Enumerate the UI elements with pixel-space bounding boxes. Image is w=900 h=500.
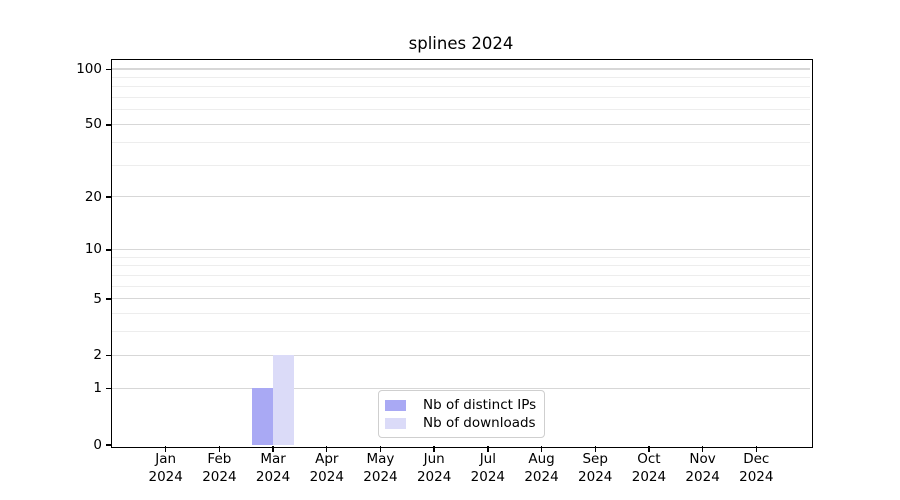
x-tick-label: Jan 2024 bbox=[148, 451, 183, 485]
x-tick-label: May 2024 bbox=[363, 451, 398, 485]
x-tick-label: Feb 2024 bbox=[202, 451, 237, 485]
x-tick-label: Jun 2024 bbox=[416, 451, 452, 485]
x-tick-label: Apr 2024 bbox=[309, 451, 344, 485]
y-major-gridline bbox=[111, 354, 810, 356]
y-tick bbox=[105, 298, 112, 300]
y-major-gridline bbox=[111, 298, 810, 300]
y-tick bbox=[105, 444, 112, 446]
x-tick bbox=[272, 446, 274, 453]
plot-inner bbox=[111, 60, 810, 445]
y-tick-label: 0 bbox=[93, 436, 102, 453]
y-minor-gridline bbox=[111, 331, 810, 333]
y-tick bbox=[105, 249, 112, 251]
y-minor-gridline bbox=[111, 141, 810, 143]
y-major-gridline bbox=[111, 196, 810, 198]
y-major-gridline bbox=[111, 248, 810, 250]
x-tick bbox=[755, 446, 757, 453]
y-minor-gridline bbox=[111, 86, 810, 88]
x-tick bbox=[594, 446, 596, 453]
x-tick-label: Aug 2024 bbox=[524, 451, 559, 485]
x-tick-label: Oct 2024 bbox=[631, 451, 667, 485]
chart-title: splines 2024 bbox=[408, 34, 514, 53]
y-minor-gridline bbox=[111, 76, 810, 78]
y-tick-label: 2 bbox=[93, 347, 102, 364]
y-major-gridline bbox=[111, 123, 810, 126]
x-tick bbox=[164, 446, 167, 453]
y-minor-gridline bbox=[111, 164, 810, 166]
x-tick bbox=[487, 446, 489, 453]
legend-swatch-distinct-ips bbox=[385, 399, 406, 411]
legend-entry-downloads: Nb of downloads bbox=[385, 414, 536, 432]
y-major-gridline bbox=[111, 387, 810, 389]
y-minor-gridline bbox=[111, 265, 810, 267]
y-major-gridline bbox=[111, 68, 810, 70]
y-tick-label: 100 bbox=[76, 60, 102, 77]
legend-entry-distinct-ips: Nb of distinct IPs bbox=[385, 396, 536, 414]
legend-label-distinct-ips: Nb of distinct IPs bbox=[423, 397, 537, 413]
y-minor-gridline bbox=[111, 313, 810, 315]
x-tick bbox=[701, 446, 704, 453]
bar-nb-of-downloads bbox=[272, 355, 294, 445]
x-tick-label: Sep 2024 bbox=[578, 451, 613, 485]
y-tick bbox=[105, 354, 112, 357]
y-tick bbox=[105, 68, 112, 71]
y-minor-gridline bbox=[111, 285, 810, 287]
y-tick bbox=[105, 196, 112, 198]
x-tick-label: Nov 2024 bbox=[685, 451, 720, 485]
y-minor-gridline bbox=[111, 274, 810, 276]
x-tick bbox=[326, 446, 328, 453]
x-tick bbox=[379, 446, 382, 453]
legend-swatch-downloads bbox=[385, 417, 406, 429]
x-tick-label: Dec 2024 bbox=[739, 451, 774, 485]
legend-label-downloads: Nb of downloads bbox=[423, 415, 536, 431]
x-tick bbox=[648, 446, 650, 453]
y-tick-label: 5 bbox=[93, 290, 102, 307]
x-tick bbox=[433, 446, 435, 453]
y-tick-label: 1 bbox=[93, 380, 102, 397]
plot-area bbox=[110, 58, 814, 449]
x-tick-label: Mar 2024 bbox=[255, 451, 291, 485]
y-tick-label: 20 bbox=[84, 188, 102, 205]
bar-nb-of-distinct-ips bbox=[251, 388, 273, 445]
x-tick bbox=[540, 446, 543, 453]
y-minor-gridline bbox=[111, 109, 810, 111]
x-tick-label: Jul 2024 bbox=[470, 451, 506, 485]
y-minor-gridline bbox=[111, 256, 810, 258]
legend: Nb of distinct IPs Nb of downloads bbox=[378, 390, 545, 438]
y-tick bbox=[105, 124, 112, 126]
y-tick bbox=[105, 387, 112, 390]
x-tick bbox=[218, 446, 221, 453]
y-tick-label: 50 bbox=[84, 116, 102, 133]
y-tick-label: 10 bbox=[84, 241, 102, 258]
y-minor-gridline bbox=[111, 97, 810, 99]
